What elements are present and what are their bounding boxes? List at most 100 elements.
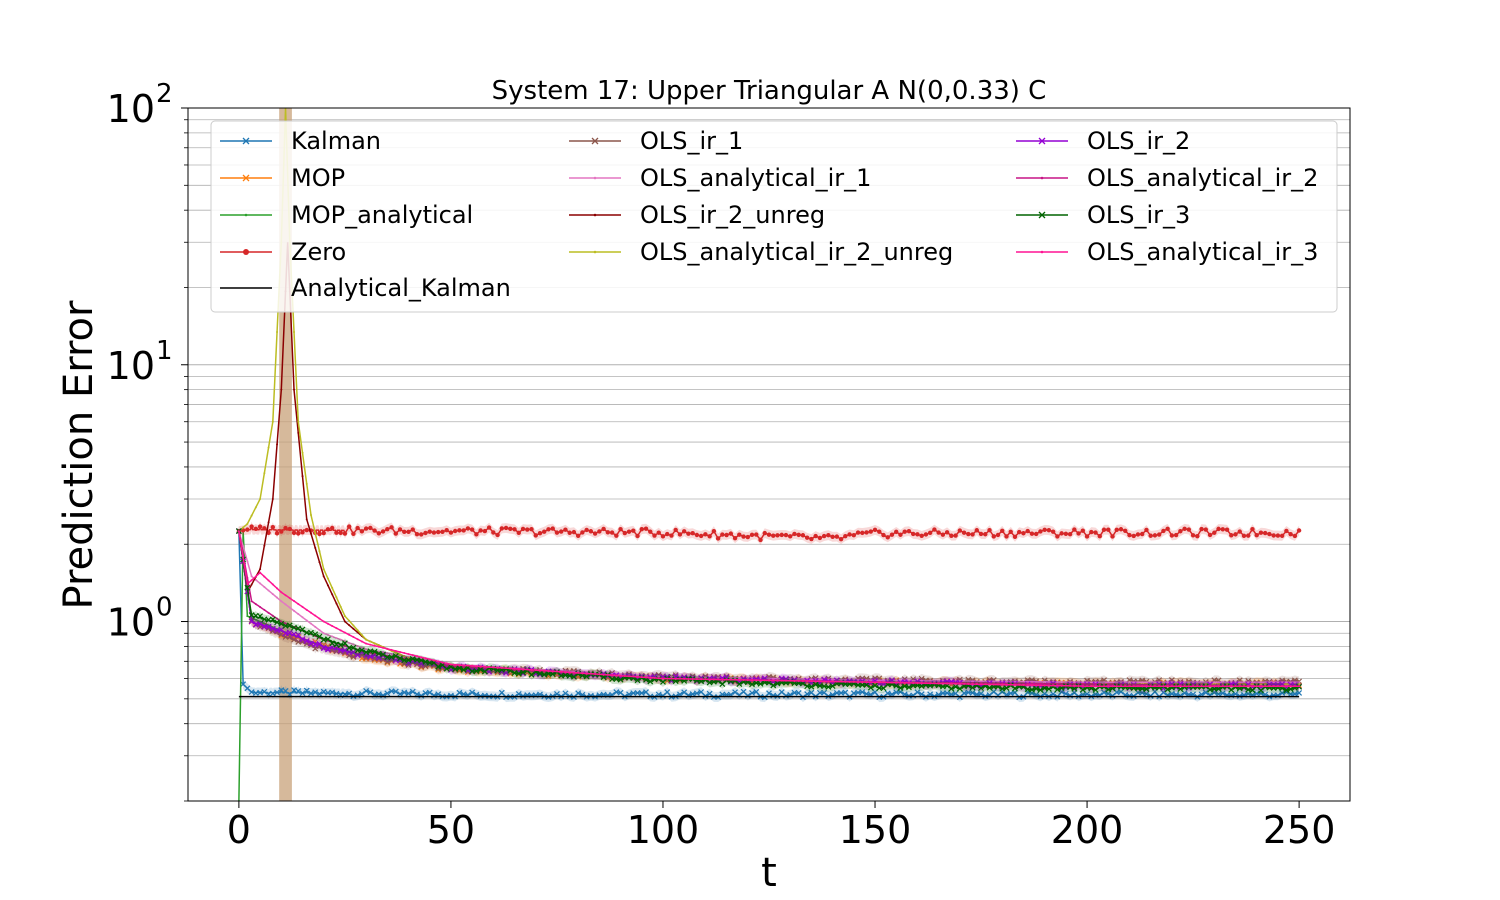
data-point <box>575 690 582 697</box>
data-point <box>259 571 262 574</box>
data-point <box>394 651 397 654</box>
data-point <box>1281 681 1284 684</box>
data-point <box>1110 534 1115 539</box>
data-point <box>1035 684 1038 687</box>
data-point <box>929 679 932 682</box>
data-point <box>254 575 257 578</box>
data-point <box>1039 680 1042 683</box>
data-point <box>643 526 649 531</box>
data-point <box>1029 531 1035 536</box>
data-point <box>829 683 836 690</box>
data-point <box>992 683 995 686</box>
data-point <box>287 526 292 532</box>
data-point <box>1234 681 1237 684</box>
data-point <box>309 513 312 516</box>
data-point <box>1038 529 1043 534</box>
data-point <box>1289 685 1292 688</box>
data-point <box>724 532 729 538</box>
data-point <box>274 689 280 696</box>
legend-label: Analytical_Kalman <box>291 274 511 302</box>
data-point <box>483 667 486 670</box>
data-point <box>457 528 462 533</box>
data-point <box>369 643 372 646</box>
data-point <box>792 531 797 537</box>
data-point <box>491 530 496 535</box>
data-point <box>1255 685 1258 688</box>
data-point <box>1076 531 1081 536</box>
data-point <box>728 531 734 536</box>
data-point <box>821 683 828 690</box>
data-point <box>1003 685 1010 692</box>
data-point <box>263 585 266 588</box>
data-point <box>958 682 961 685</box>
data-point <box>316 633 323 640</box>
data-point <box>386 652 389 655</box>
data-point <box>601 526 606 532</box>
series-mop <box>235 526 1303 692</box>
data-point <box>600 674 607 681</box>
data-point <box>242 526 245 529</box>
data-point <box>293 330 296 333</box>
data-point <box>350 654 357 660</box>
data-point <box>418 692 425 699</box>
data-point <box>299 690 306 697</box>
data-point <box>314 625 317 628</box>
data-point <box>343 631 346 634</box>
data-point <box>261 688 268 695</box>
data-point <box>356 629 359 632</box>
data-point <box>445 662 448 665</box>
data-point <box>656 530 661 535</box>
data-point <box>1136 685 1139 688</box>
data-point <box>1276 685 1279 688</box>
data-point <box>808 683 815 690</box>
data-point <box>703 532 708 537</box>
data-point <box>953 533 958 538</box>
data-point <box>648 529 653 534</box>
data-point <box>686 531 691 536</box>
data-point <box>852 680 855 683</box>
data-point <box>1242 685 1245 688</box>
data-point <box>1213 685 1216 688</box>
data-point <box>478 528 483 533</box>
data-point <box>1043 682 1046 685</box>
data-point <box>278 687 285 693</box>
data-point <box>283 525 288 531</box>
data-point <box>857 679 860 682</box>
data-point <box>325 636 331 643</box>
data-point <box>318 561 321 564</box>
data-point <box>944 690 951 697</box>
data-point <box>528 671 535 678</box>
data-point <box>741 534 746 539</box>
data-point <box>271 420 274 423</box>
legend-item: MOP_analytical <box>220 201 473 229</box>
data-point <box>1143 686 1150 693</box>
data-point <box>1285 683 1288 686</box>
data-point <box>1107 685 1110 688</box>
data-point <box>1132 683 1135 686</box>
data-point <box>800 533 806 538</box>
data-point <box>284 603 287 606</box>
series-ols-analytical-ir-3 <box>237 530 1301 688</box>
data-point <box>1187 681 1190 684</box>
data-point <box>1298 681 1301 684</box>
data-point <box>474 532 479 537</box>
data-point <box>291 530 297 536</box>
data-point <box>584 527 589 533</box>
data-point <box>860 530 865 536</box>
data-point <box>933 679 936 682</box>
data-point <box>1128 681 1131 684</box>
data-point <box>1161 528 1166 534</box>
data-point <box>299 626 306 633</box>
data-point <box>380 529 386 534</box>
data-point <box>751 679 754 682</box>
data-point <box>924 682 927 685</box>
data-point <box>1086 683 1089 686</box>
data-point <box>1012 534 1018 540</box>
data-point <box>602 673 605 676</box>
data-point <box>1005 680 1008 683</box>
legend-marker <box>1038 137 1046 145</box>
data-point <box>1009 683 1012 686</box>
data-point <box>254 578 257 581</box>
data-point <box>262 526 267 531</box>
data-point <box>1158 681 1161 684</box>
